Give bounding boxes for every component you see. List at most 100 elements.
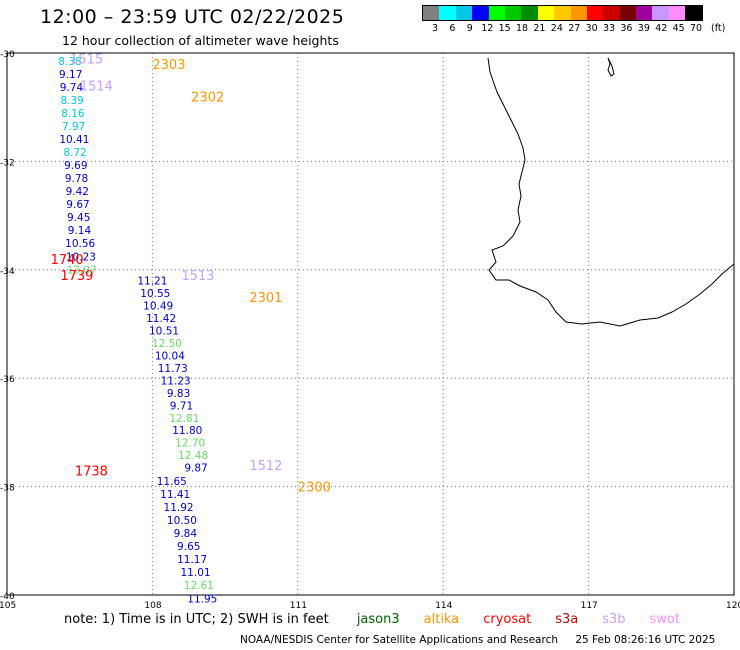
wave-height-value: 8.39 (60, 95, 83, 107)
wave-height-readings: 8.389.179.748.398.167.9710.418.729.699.7… (58, 56, 217, 605)
wave-height-value: 8.16 (61, 108, 85, 120)
legend-tick-label: 39 (637, 23, 650, 34)
legend-tick-label: 70 (690, 23, 703, 34)
wave-height-value: 9.42 (66, 186, 89, 198)
legend-tick-label: 15 (498, 23, 511, 34)
note-text: note: 1) Time is in UTC; 2) SWH is in fe… (64, 612, 329, 627)
legend-unit: (ft) (711, 23, 726, 34)
pass-time-label: 1740 (51, 253, 84, 268)
legend-tick-label: 30 (585, 23, 598, 34)
legend-swatch (472, 6, 489, 20)
wave-height-value: 11.92 (164, 502, 194, 514)
wave-height-value: 11.80 (172, 425, 202, 437)
pass-time-label: 2303 (152, 58, 185, 73)
legend-swatch (652, 6, 669, 20)
lat-tick-label: -34 (0, 267, 15, 277)
wave-height-value: 8.38 (58, 56, 81, 68)
legend-swatch (586, 6, 604, 20)
wave-height-value: 11.73 (158, 363, 188, 375)
satellite-legend: jason3 altika cryosat s3a s3b swot (333, 612, 680, 627)
footer-center: NOAA/NESDIS Center for Satellite Applica… (240, 634, 558, 646)
legend-tick-label: 3 (432, 23, 439, 34)
lat-tick-label: -32 (0, 158, 15, 168)
wave-height-value: 10.41 (59, 134, 89, 146)
legend-tick-label: 36 (620, 23, 633, 34)
wave-height-value: 9.74 (60, 82, 84, 94)
wave-height-value: 12.81 (169, 413, 199, 425)
wave-height-value: 11.17 (177, 554, 207, 566)
legend-swatch (537, 6, 555, 20)
satellite-key-jason3: jason3 (356, 612, 400, 627)
legend-swatch (521, 6, 538, 20)
lat-tick-label: -36 (0, 375, 15, 385)
legend-tick-label: 21 (533, 23, 546, 34)
wave-height-value: 10.04 (155, 350, 185, 362)
wave-height-value: 10.23 (66, 251, 96, 263)
pass-time-label: 1739 (60, 269, 93, 284)
legend-swatch (504, 6, 522, 20)
legend-swatch (619, 6, 637, 20)
wave-height-value: 12.50 (152, 338, 182, 350)
wave-height-value: 11.95 (187, 593, 217, 605)
wave-height-value: 11.23 (161, 375, 191, 387)
lon-tick-label: 105 (0, 601, 16, 611)
satellite-key-swot: swot (649, 612, 680, 627)
wave-height-value: 9.45 (67, 212, 90, 224)
pass-time-label: 2301 (249, 291, 282, 306)
wave-height-value: 11.41 (160, 489, 190, 501)
wave-height-value: 9.14 (68, 225, 92, 237)
legend-swatch (488, 6, 505, 20)
wave-height-value: 11.01 (181, 567, 211, 579)
wave-height-value: 9.67 (66, 199, 89, 211)
legend-swatch (439, 6, 456, 20)
wave-height-value: 10.51 (149, 326, 179, 338)
wave-height-value: 9.69 (64, 160, 87, 172)
legend-tick-label: 18 (516, 23, 529, 34)
legend-swatch (554, 6, 571, 20)
coastline (487, 57, 735, 327)
wave-height-value: 12.07 (67, 264, 97, 276)
lat-tick-label: -40 (0, 592, 15, 602)
lat-tick-label: -30 (0, 50, 15, 60)
wave-height-value: 10.56 (65, 238, 95, 250)
wave-height-value: 7.97 (62, 121, 85, 133)
legend-swatch (685, 6, 702, 20)
map-frame (6, 52, 735, 596)
pass-time-label: 2302 (191, 90, 224, 105)
legend-tick-label: 9 (466, 23, 473, 34)
pass-time-label: 2300 (298, 481, 331, 496)
legend-tick-label: 24 (550, 23, 563, 34)
wave-height-value: 9.83 (167, 388, 190, 400)
legend-tick-label: 6 (449, 23, 456, 34)
legend-tick-label: 45 (672, 23, 685, 34)
wave-height-value: 11.42 (146, 313, 176, 325)
wave-height-value: 9.17 (59, 69, 82, 81)
legend-tick-label: 33 (603, 23, 616, 34)
wave-height-value: 11.65 (157, 476, 187, 488)
wave-height-value: 9.65 (177, 541, 200, 553)
chart-title: 12:00 – 23:59 UTC 02/22/2025 (40, 6, 345, 28)
wave-height-value: 10.55 (140, 288, 170, 300)
wave-height-value: 12.61 (184, 580, 214, 592)
pass-time-label: 1512 (249, 459, 282, 474)
pass-time-label: 1738 (75, 464, 108, 479)
footer: NOAA/NESDIS Center for Satellite Applica… (240, 634, 715, 646)
wave-height-value: 10.50 (167, 515, 197, 527)
legend-tick-label: 12 (481, 23, 494, 34)
wave-height-value: 12.70 (175, 438, 205, 450)
legend-swatch (423, 6, 440, 20)
island-outline (607, 57, 615, 77)
australia-coastline (487, 57, 735, 327)
satellite-key-s3b: s3b (602, 612, 626, 627)
pass-time-label: 1513 (181, 269, 214, 284)
lon-tick-label: 114 (435, 601, 452, 611)
wave-height-value: 9.71 (170, 400, 193, 412)
wave-height-value: 9.87 (184, 463, 207, 475)
pass-time-label: 1514 (80, 80, 113, 95)
lon-tick-label: 111 (290, 601, 307, 611)
satellite-key-cryosat: cryosat (483, 612, 532, 627)
satellite-key-s3a: s3a (555, 612, 579, 627)
legend-swatch (570, 6, 587, 20)
color-legend: 3 6 9 12 15 18 21 24 27 30 33 36 39 42 45 70 (ft) (422, 5, 725, 34)
